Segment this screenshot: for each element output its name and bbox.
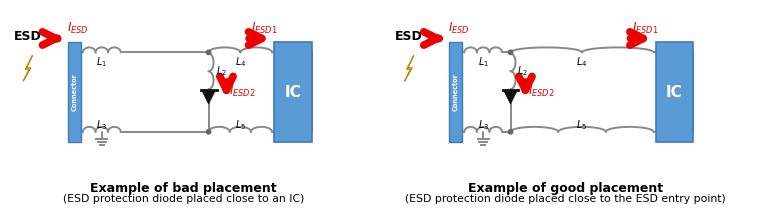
Text: $I_{ESD2}$: $I_{ESD2}$ [528,84,555,99]
Text: Example of good placement: Example of good placement [468,182,663,196]
Bar [274,43,312,142]
Text: (ESD protection diode placed close to an IC): (ESD protection diode placed close to an… [63,194,304,204]
Text: $I_{ESD}$: $I_{ESD}$ [67,21,88,36]
Bar [449,43,462,142]
Text: Connector: Connector [453,73,458,111]
Polygon shape [23,55,32,81]
Bar [68,43,81,142]
Circle shape [508,130,513,134]
Text: $L_2$: $L_2$ [216,64,227,78]
Text: Connector: Connector [71,73,78,111]
Text: (ESD protection diode placed close to the ESD entry point): (ESD protection diode placed close to th… [405,194,726,204]
Polygon shape [405,55,414,81]
Text: $L_5$: $L_5$ [235,118,246,132]
Circle shape [207,130,210,134]
Text: $L_4$: $L_4$ [576,55,588,69]
Text: $L_3$: $L_3$ [96,118,108,132]
Text: IC: IC [285,85,301,100]
Text: ESD: ESD [396,30,423,43]
Text: $I_{ESD1}$: $I_{ESD1}$ [251,21,277,36]
Text: IC: IC [666,85,683,100]
Text: $L_3$: $L_3$ [478,118,488,132]
Circle shape [207,50,210,54]
Text: $L_2$: $L_2$ [518,64,528,78]
Text: Example of bad placement: Example of bad placement [91,182,277,196]
Circle shape [508,50,513,54]
Text: $L_4$: $L_4$ [235,55,246,69]
Text: $L_1$: $L_1$ [478,55,488,69]
Bar [656,43,694,142]
Text: $I_{ESD2}$: $I_{ESD2}$ [230,84,256,99]
Text: ESD: ESD [14,30,41,43]
Polygon shape [202,90,216,104]
Polygon shape [504,90,518,104]
Text: $I_{ESD}$: $I_{ESD}$ [448,21,470,36]
Text: $L_5$: $L_5$ [577,118,588,132]
Text: $I_{ESD1}$: $I_{ESD1}$ [632,21,659,36]
Text: $L_1$: $L_1$ [96,55,108,69]
